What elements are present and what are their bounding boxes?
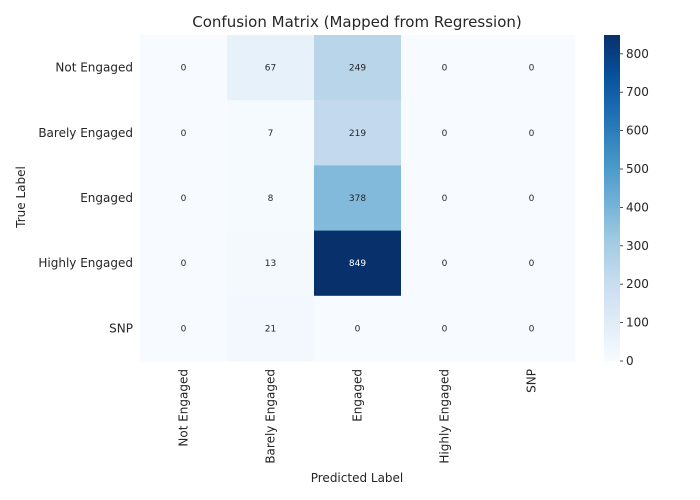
colorbar [604,35,620,361]
heatmap-cell [401,35,489,101]
heatmap-cell [140,100,228,166]
cell-value-label: 0 [442,259,448,269]
heatmap-cell [140,295,228,362]
heatmap-cell [227,165,315,232]
heatmap-cell [488,230,576,297]
y-tick-label: Highly Engaged [38,256,133,270]
colorbar-tick-label: 300 [626,239,649,253]
cell-value-label: 849 [349,259,366,269]
cell-value-label: 0 [529,324,535,334]
x-tick-label: Engaged [351,369,365,422]
y-axis-title: True Label [14,166,28,229]
cell-value-label: 0 [442,194,448,204]
cell-value-label: 67 [265,64,276,74]
heatmap-cell [314,295,402,362]
x-tick-label: Highly Engaged [438,369,452,464]
cell-value-label: 249 [349,64,366,74]
colorbar-tick-label: 100 [626,316,649,330]
x-tick-labels: Not Engaged Barely Engaged Engaged Highly E… [177,369,539,464]
heatmap-cell [140,35,228,101]
heatmap-cell [140,165,228,232]
chart-title: Confusion Matrix (Mapped from Regression… [192,13,522,31]
heatmap-cell [227,230,315,297]
colorbar-tick-label: 800 [626,47,649,61]
cell-value-label: 0 [529,259,535,269]
x-tick-label: Barely Engaged [264,369,278,464]
x-tick-label: Not Engaged [177,369,191,447]
heatmap-cell [488,295,576,362]
cell-value-label: 0 [355,324,361,334]
heatmap-cell [401,100,489,166]
cell-value-label: 0 [181,64,187,74]
heatmap-cell [140,230,228,297]
colorbar-tick-label: 700 [626,85,649,99]
cell-value-label: 0 [442,324,448,334]
cell-annotations: 0 67 249 0 0 0 7 219 0 0 0 8 378 0 0 0 13 849 0 0 0 21 0 0 0 [181,64,535,335]
cell-value-label: 378 [349,194,366,204]
x-axis-title: Predicted Label [311,471,404,485]
y-tick-labels: Not Engaged Barely Engaged Engaged Highly E… [38,61,133,336]
y-tick-label: Not Engaged [55,61,133,75]
heatmap-cells [140,35,576,362]
cell-value-label: 0 [529,194,535,204]
y-tick-label: Barely Engaged [38,126,133,140]
cell-value-label: 8 [268,194,274,204]
heatmap-cell [401,230,489,297]
heatmap-cell [401,165,489,232]
colorbar-tick-label: 600 [626,124,649,138]
heatmap-cell [227,100,315,166]
heatmap-cell [488,35,576,101]
colorbar-tick-label: 400 [626,200,649,214]
heatmap-cell [488,100,576,166]
y-tick-label: SNP [109,321,133,335]
cell-value-label: 21 [265,324,276,334]
cell-value-label: 0 [529,129,535,139]
colorbar-tick-label: 200 [626,277,649,291]
heatmap-cell [488,165,576,232]
heatmap-cell [314,165,402,232]
heatmap-cell [227,35,315,101]
cell-value-label: 7 [268,129,274,139]
cell-value-label: 0 [442,129,448,139]
heatmap-cell [314,100,402,166]
cell-value-label: 0 [181,194,187,204]
heatmap-cell [314,230,402,297]
heatmap-cell [227,295,315,362]
cell-value-label: 219 [349,129,366,139]
cell-value-label: 0 [529,64,535,74]
cell-value-label: 13 [265,259,276,269]
colorbar-ticks: 0 100 200 300 400 500 600 700 800 [620,47,649,368]
y-tick-label: Engaged [80,191,133,205]
cell-value-label: 0 [442,64,448,74]
colorbar-tick-label: 500 [626,162,649,176]
cell-value-label: 0 [181,129,187,139]
heatmap-cell [401,295,489,362]
heatmap-cell [314,35,402,101]
x-tick-label: SNP [525,369,539,393]
colorbar-tick-label: 0 [626,354,634,368]
cell-value-label: 0 [181,259,187,269]
cell-value-label: 0 [181,324,187,334]
